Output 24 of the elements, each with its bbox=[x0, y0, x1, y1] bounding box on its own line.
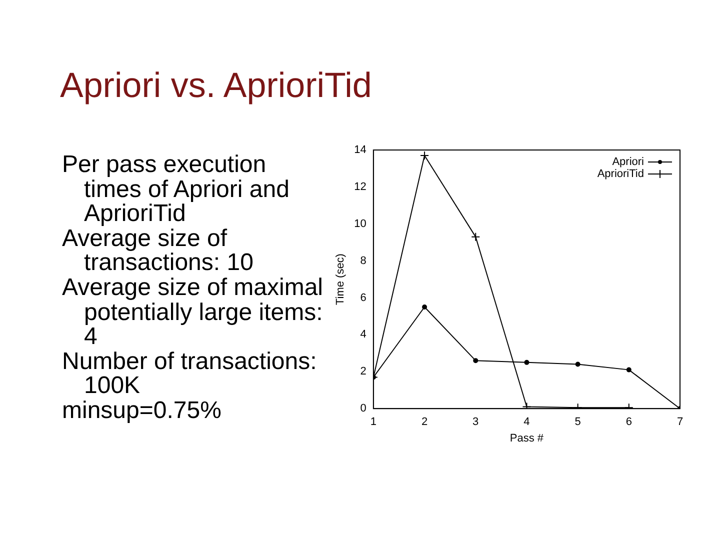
text: Per pass execution times of Apriori and AprioriTid bbox=[62, 151, 290, 228]
text: minsup=0.75% bbox=[62, 396, 222, 424]
y-tick-label: 14 bbox=[354, 144, 366, 156]
text: Average size of transactions: 10 bbox=[62, 224, 254, 276]
legend-label: AprioriTid bbox=[597, 168, 644, 180]
legend-label: Apriori bbox=[612, 156, 644, 168]
x-tick-label: 6 bbox=[626, 416, 632, 428]
text: Average size of maximal potentially large items: 4 bbox=[62, 274, 324, 350]
y-tick-label: 10 bbox=[354, 218, 366, 230]
x-tick-label: 5 bbox=[574, 416, 581, 428]
x-axis-title: Pass # bbox=[510, 432, 544, 444]
x-tick-label: 3 bbox=[472, 416, 479, 428]
chart-title: Apriori vs. AprioriTid bbox=[60, 66, 372, 106]
y-tick-label: 2 bbox=[360, 366, 366, 378]
x-tick-label: 7 bbox=[676, 416, 684, 428]
y-axis-title: Time (sec) bbox=[334, 254, 347, 306]
y-tick-label: 6 bbox=[360, 292, 366, 304]
y-tick-label: 8 bbox=[360, 254, 366, 267]
y-tick-label: 0 bbox=[360, 402, 366, 415]
y-tick-label: 12 bbox=[354, 180, 366, 193]
x-tick-label: 2 bbox=[421, 416, 428, 428]
y-tick-label: 4 bbox=[360, 328, 366, 341]
x-tick-label: 4 bbox=[524, 416, 530, 428]
x-tick-label: 1 bbox=[370, 416, 376, 428]
